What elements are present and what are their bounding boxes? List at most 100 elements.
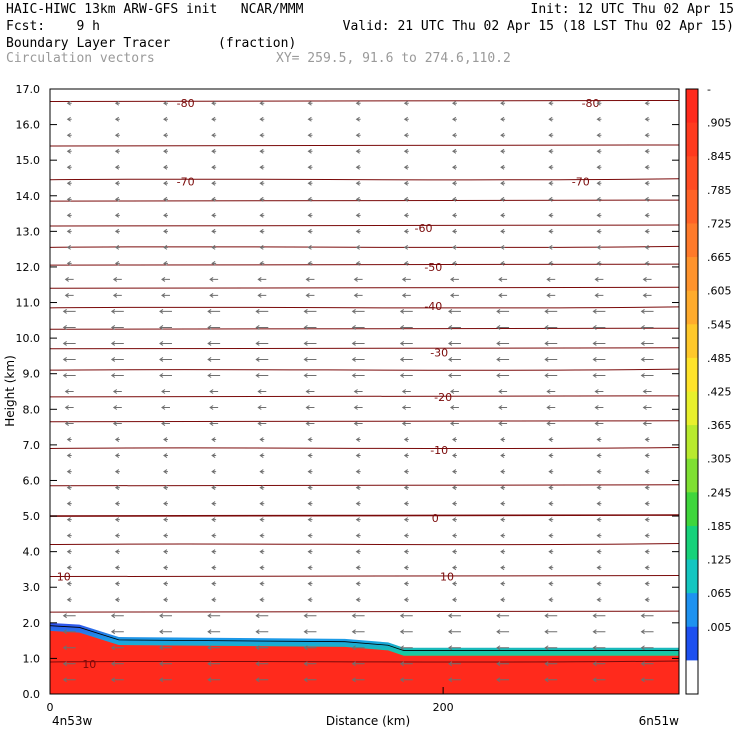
circulation-vector xyxy=(211,581,217,587)
circulation-vector xyxy=(114,116,120,122)
circulation-vector xyxy=(305,389,315,394)
circulation-vector xyxy=(259,180,265,186)
circulation-vector xyxy=(596,453,602,458)
circulation-vector xyxy=(596,597,602,603)
circulation-vector xyxy=(163,469,168,474)
isotherm-label: -60 xyxy=(414,222,432,235)
circulation-vector xyxy=(403,212,409,218)
circulation-vector xyxy=(207,613,221,619)
circulation-vector xyxy=(403,164,409,170)
circulation-vector xyxy=(452,485,457,491)
circulation-vector xyxy=(257,421,267,426)
circulation-vector xyxy=(544,373,558,378)
circulation-vector xyxy=(66,132,72,138)
circulation-vector xyxy=(644,469,650,474)
circulation-vector xyxy=(163,100,168,106)
circulation-vector xyxy=(596,469,602,474)
circulation-vector xyxy=(307,100,313,106)
circulation-vector xyxy=(596,437,602,442)
y-tick-label: 15.0 xyxy=(16,154,41,167)
circulation-vector xyxy=(596,132,602,138)
circulation-vector xyxy=(259,597,265,603)
circulation-vector xyxy=(403,581,409,587)
circulation-vector xyxy=(452,180,457,186)
circulation-vector xyxy=(66,212,72,218)
isotherm-line xyxy=(50,575,679,578)
isotherm-line xyxy=(50,610,679,613)
circulation-vector xyxy=(644,581,650,587)
circulation-vector xyxy=(207,645,221,651)
circulation-vector xyxy=(159,661,172,667)
field-name: Boundary Layer Tracer xyxy=(6,36,171,51)
circulation-vector xyxy=(644,116,650,122)
colorbar-label: .185 xyxy=(707,520,732,533)
circulation-vector xyxy=(303,677,317,683)
circulation-vector xyxy=(255,645,269,651)
y-tick-label: 13.0 xyxy=(16,225,41,238)
colorbar-swatch xyxy=(686,156,698,191)
circulation-vector xyxy=(452,116,457,122)
circulation-vector xyxy=(500,148,506,154)
y-tick-label: 17.0 xyxy=(16,83,41,96)
circulation-vector xyxy=(355,581,361,587)
circulation-vector xyxy=(644,501,650,507)
circulation-vector xyxy=(596,549,602,555)
circulation-vector xyxy=(114,597,120,603)
circulation-vector xyxy=(500,533,506,539)
circulation-vector xyxy=(452,533,457,539)
circulation-vector xyxy=(452,132,457,138)
circulation-vector xyxy=(255,629,269,635)
isotherm-label: -50 xyxy=(424,261,442,274)
circulation-vector xyxy=(399,373,413,378)
circulation-vector xyxy=(548,549,554,555)
circulation-vector xyxy=(259,164,265,170)
circulation-vector xyxy=(62,613,76,619)
valid-time: Valid: 21 UTC Thu 02 Apr 15 (18 LST Thu … xyxy=(342,19,734,34)
circulation-vector xyxy=(303,613,317,619)
isotherm-line xyxy=(50,286,679,290)
circulation-vector xyxy=(114,469,120,474)
circulation-vector xyxy=(548,148,554,154)
circulation-vector xyxy=(498,405,508,410)
circulation-vector xyxy=(163,597,168,603)
circulation-vector xyxy=(259,437,265,442)
circulation-vector xyxy=(452,517,457,523)
circulation-vector xyxy=(450,421,459,426)
circulation-vector xyxy=(450,405,459,410)
circulation-vector xyxy=(257,292,267,298)
circulation-vector xyxy=(644,597,650,603)
x-axis-left-endpoint: 4n53w xyxy=(52,714,93,728)
colorbar-swatch xyxy=(686,626,698,661)
circulation-vector xyxy=(640,677,654,683)
circulation-vector xyxy=(548,453,554,458)
circulation-vector xyxy=(207,677,221,683)
circulation-vector xyxy=(500,228,506,234)
circulation-vector xyxy=(448,309,461,314)
circulation-vector xyxy=(500,260,506,266)
circulation-vector xyxy=(211,228,217,234)
circulation-vector xyxy=(66,180,72,186)
circulation-vector xyxy=(644,260,650,266)
circulation-vector xyxy=(644,244,650,250)
circulation-vector xyxy=(66,485,72,491)
circulation-vector xyxy=(114,517,120,523)
circulation-vector xyxy=(594,276,604,282)
circulation-vector xyxy=(209,389,219,394)
circulation-vector xyxy=(592,357,606,362)
circulation-vector xyxy=(110,645,124,651)
isotherm-line xyxy=(50,199,679,202)
isotherm-line xyxy=(50,327,679,331)
circulation-vector xyxy=(211,116,217,122)
circulation-vector xyxy=(546,292,556,298)
boundary-layer-core xyxy=(50,630,679,694)
circulation-vector xyxy=(592,309,606,314)
circulation-vector xyxy=(640,613,654,619)
circulation-vector xyxy=(592,613,606,619)
circulation-vector xyxy=(548,581,554,587)
circulation-vector xyxy=(114,581,120,587)
circulation-vector xyxy=(401,292,411,298)
circulation-vector xyxy=(548,244,554,250)
circulation-vector xyxy=(66,453,72,458)
circulation-vector xyxy=(544,325,558,330)
y-axis-label: Height (km) xyxy=(3,355,17,426)
